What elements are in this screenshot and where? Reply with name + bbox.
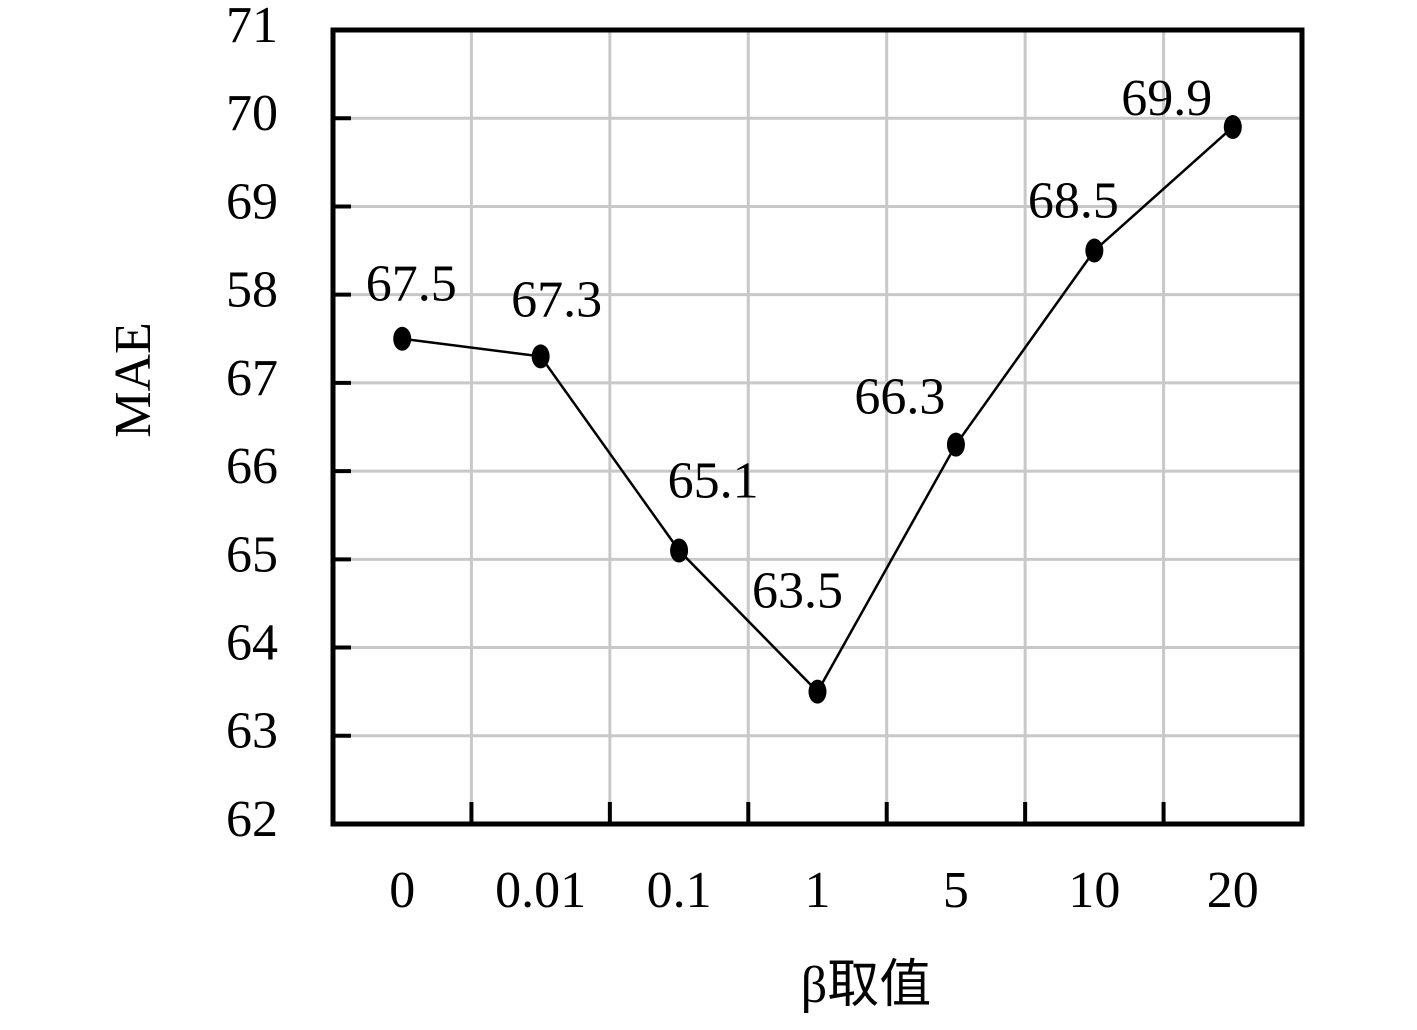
- data-label: 67.3: [511, 271, 602, 328]
- y-tick-label: 65: [226, 526, 278, 583]
- y-tick-label: 67: [226, 350, 278, 407]
- y-tick-label: 69: [226, 173, 278, 230]
- plot-frame: [330, 27, 1305, 827]
- x-tick-label: 0.1: [647, 862, 712, 919]
- y-tick-label: 70: [226, 85, 278, 142]
- x-tick-label: 1: [805, 862, 831, 919]
- point: [946, 432, 965, 457]
- data-label: 65.1: [668, 452, 759, 509]
- x-tick-label: 0: [389, 862, 415, 919]
- data-label: 68.5: [1028, 172, 1119, 229]
- x-axis-label: β取值: [801, 957, 931, 1014]
- point: [1223, 115, 1242, 140]
- point: [531, 344, 550, 369]
- data-label: 63.5: [752, 563, 843, 620]
- data-label: 66.3: [854, 369, 945, 426]
- y-tick-label: 58: [226, 262, 278, 319]
- point: [808, 679, 827, 704]
- x-tick-label: 5: [943, 862, 969, 919]
- x-tick-label: 10: [1068, 862, 1120, 919]
- data-label: 69.9: [1121, 70, 1212, 127]
- x-tick-label: 0.01: [495, 862, 586, 919]
- y-axis-label: MAE: [105, 322, 162, 438]
- point: [393, 326, 412, 351]
- data-label: 67.5: [366, 256, 457, 313]
- y-tick-label: 66: [226, 438, 278, 495]
- y-tick-label: 62: [226, 791, 278, 848]
- point: [1085, 238, 1104, 263]
- point: [670, 538, 689, 563]
- y-tick-label: 71: [226, 0, 278, 54]
- y-tick-label: 64: [226, 614, 278, 671]
- x-tick-label: 20: [1207, 862, 1259, 919]
- y-tick-label: 63: [226, 703, 278, 760]
